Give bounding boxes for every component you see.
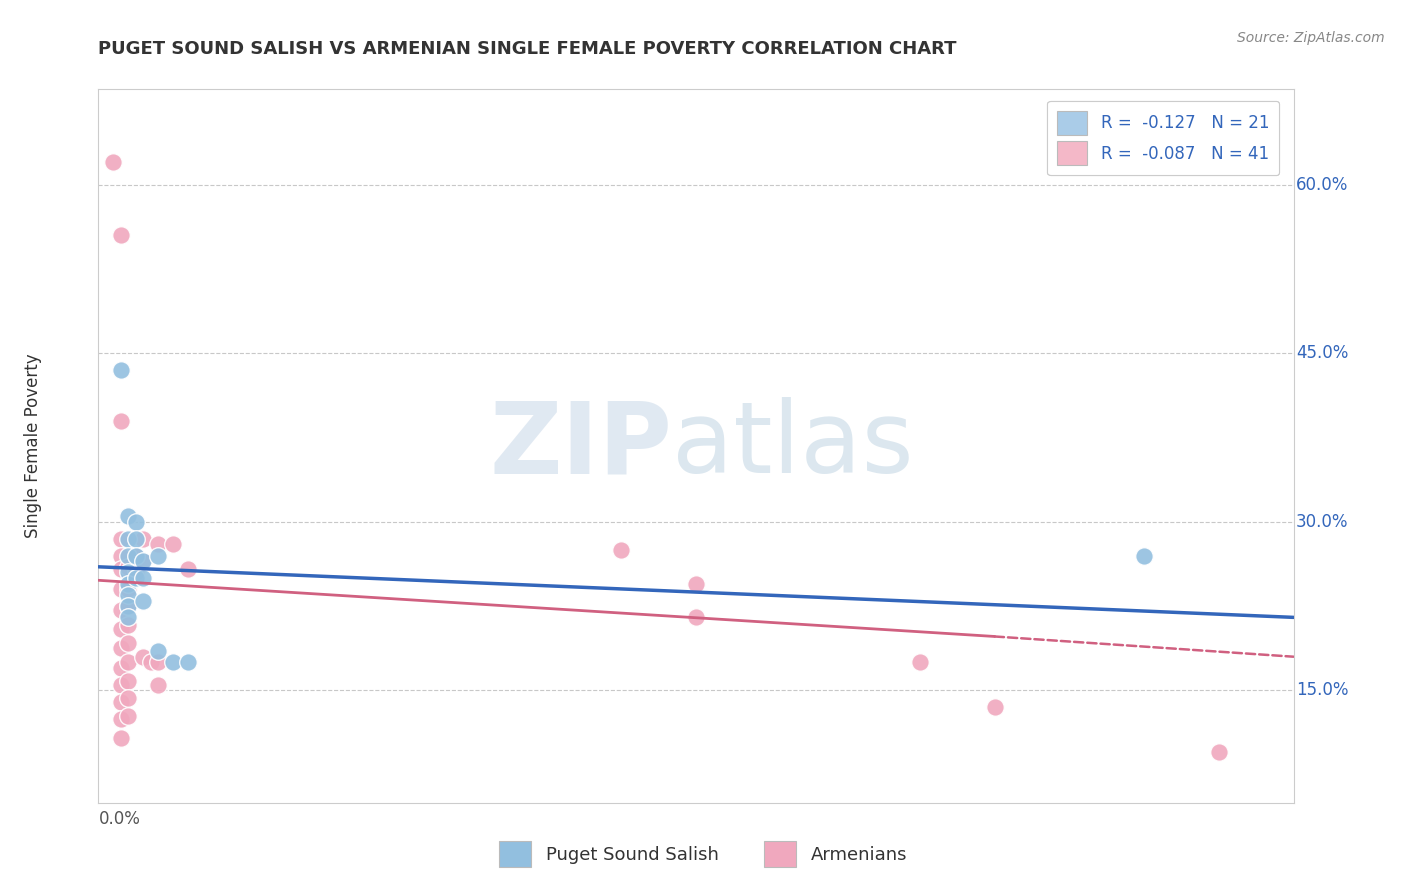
Point: [117, 691, 139, 706]
Point: [110, 562, 132, 576]
Point: [125, 549, 148, 563]
Text: Source: ZipAtlas.com: Source: ZipAtlas.com: [1237, 31, 1385, 45]
Point: [132, 532, 155, 546]
Point: [1133, 549, 1156, 563]
Point: [125, 566, 148, 580]
Point: [162, 537, 184, 551]
Point: [162, 656, 184, 670]
Point: [110, 622, 132, 636]
Point: [117, 656, 139, 670]
Point: [117, 509, 139, 524]
Legend: R =  -0.127   N = 21, R =  -0.087   N = 41: R = -0.127 N = 21, R = -0.087 N = 41: [1047, 101, 1279, 175]
Point: [110, 414, 132, 428]
Point: [983, 700, 1005, 714]
Point: [685, 610, 707, 624]
Point: [148, 644, 170, 658]
Point: [132, 649, 155, 664]
Point: [148, 549, 170, 563]
Point: [117, 599, 139, 614]
Point: [117, 618, 139, 632]
Point: [117, 582, 139, 597]
Point: [148, 678, 170, 692]
Point: [103, 155, 125, 169]
Text: 30.0%: 30.0%: [1296, 513, 1348, 531]
Legend: Puget Sound Salish, Armenians: Puget Sound Salish, Armenians: [492, 834, 914, 874]
Point: [117, 576, 139, 591]
Point: [110, 532, 132, 546]
Point: [110, 549, 132, 563]
Point: [117, 588, 139, 602]
Point: [132, 571, 155, 585]
Point: [110, 731, 132, 745]
Point: [148, 656, 170, 670]
Point: [110, 712, 132, 726]
Point: [110, 228, 132, 243]
Point: [117, 709, 139, 723]
Point: [908, 656, 931, 670]
Text: Single Female Poverty: Single Female Poverty: [24, 354, 42, 538]
Point: [110, 363, 132, 377]
Point: [125, 532, 148, 546]
Point: [125, 515, 148, 529]
Text: atlas: atlas: [672, 398, 914, 494]
Point: [132, 554, 155, 568]
Point: [117, 610, 139, 624]
Point: [110, 661, 132, 675]
Point: [148, 537, 170, 551]
Text: ZIP: ZIP: [489, 398, 672, 494]
Point: [110, 678, 132, 692]
Point: [117, 559, 139, 574]
Text: 45.0%: 45.0%: [1296, 344, 1348, 362]
Text: 15.0%: 15.0%: [1296, 681, 1348, 699]
Point: [132, 554, 155, 568]
Text: 0.0%: 0.0%: [98, 810, 141, 828]
Point: [117, 566, 139, 580]
Point: [110, 582, 132, 597]
Point: [177, 562, 200, 576]
Text: PUGET SOUND SALISH VS ARMENIAN SINGLE FEMALE POVERTY CORRELATION CHART: PUGET SOUND SALISH VS ARMENIAN SINGLE FE…: [98, 40, 957, 58]
Point: [110, 640, 132, 655]
Point: [110, 602, 132, 616]
Point: [125, 571, 148, 585]
Point: [125, 549, 148, 563]
Text: 60.0%: 60.0%: [1296, 176, 1348, 194]
Point: [685, 576, 707, 591]
Point: [117, 549, 139, 563]
Point: [1208, 745, 1230, 759]
Point: [177, 656, 200, 670]
Point: [139, 656, 162, 670]
Point: [117, 599, 139, 614]
Point: [132, 593, 155, 607]
Point: [110, 695, 132, 709]
Point: [610, 543, 633, 558]
Point: [117, 636, 139, 650]
Point: [117, 674, 139, 689]
Point: [117, 532, 139, 546]
